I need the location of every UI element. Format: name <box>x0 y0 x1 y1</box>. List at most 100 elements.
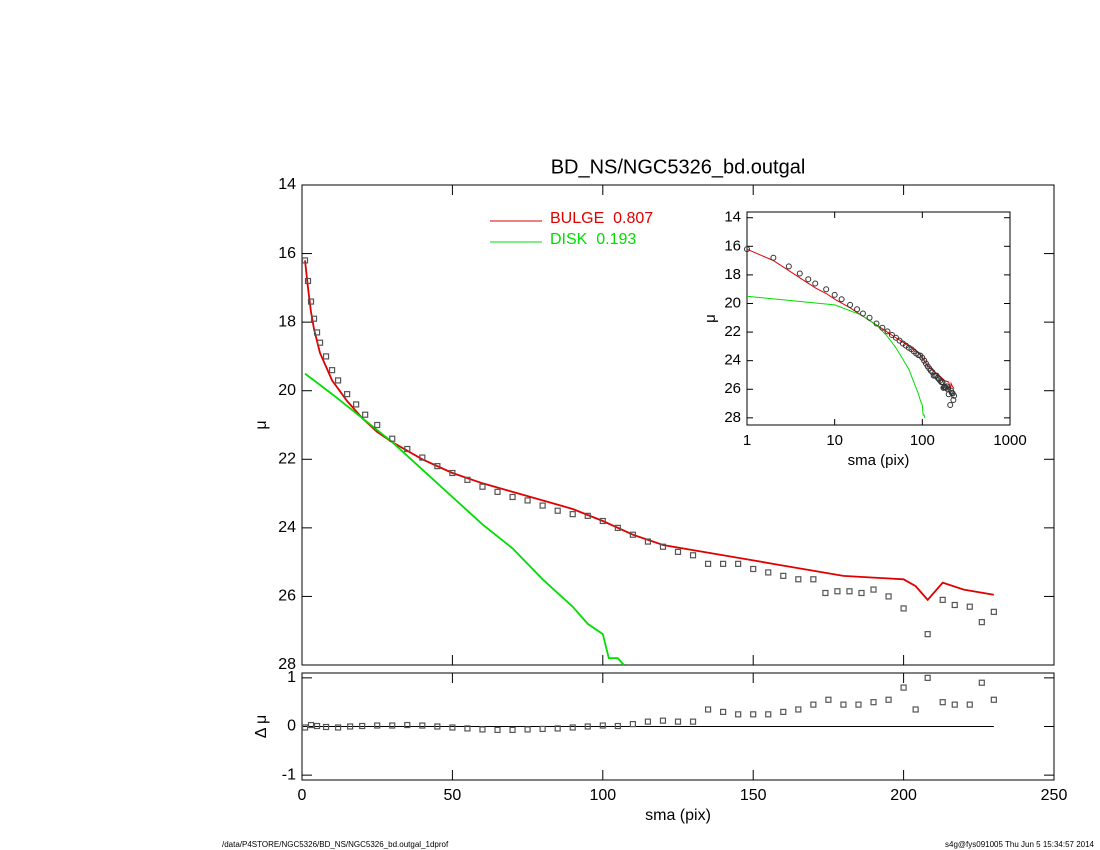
data-point <box>322 723 330 731</box>
data-point <box>479 726 486 733</box>
data-point <box>929 369 936 376</box>
data-point <box>362 411 369 418</box>
y-tick-label: 20 <box>724 294 741 311</box>
data-point <box>464 725 471 732</box>
data-point <box>313 329 321 336</box>
plot-frame <box>301 184 1055 666</box>
data-point <box>599 722 606 729</box>
data-point <box>524 497 531 504</box>
data-point <box>950 396 957 403</box>
x-tick-label: 1 <box>743 432 751 449</box>
data-point <box>334 377 342 384</box>
data-point <box>888 331 895 338</box>
y-tick-label: 20 <box>278 382 296 399</box>
data-point <box>885 696 892 703</box>
data-point <box>389 435 396 442</box>
data-point <box>870 699 877 706</box>
data-point <box>834 588 841 595</box>
data-point <box>978 679 985 686</box>
y-tick-label: 18 <box>278 313 296 330</box>
data-point <box>659 717 667 724</box>
data-point <box>569 724 576 731</box>
data-point <box>316 339 324 346</box>
data-point <box>344 391 351 398</box>
data-point <box>939 379 946 386</box>
data-point <box>539 502 546 509</box>
data-point <box>939 596 946 603</box>
data-point <box>780 572 787 579</box>
y-tick-label: 14 <box>278 176 296 193</box>
data-point <box>943 383 950 390</box>
data-point <box>629 720 636 728</box>
data-point <box>900 684 907 691</box>
data-point <box>404 721 411 729</box>
data-point <box>831 291 838 298</box>
data-point <box>780 708 787 716</box>
data-point <box>951 701 958 708</box>
data-point <box>838 296 845 303</box>
data-point <box>900 605 907 612</box>
data-point <box>990 696 997 703</box>
data-point <box>810 576 817 583</box>
y-tick-label: 22 <box>724 323 741 340</box>
data-point <box>840 701 847 708</box>
x-tick-label: 50 <box>444 787 462 804</box>
data-point <box>674 548 682 555</box>
data-point <box>885 593 892 600</box>
data-point <box>855 701 862 708</box>
plot-frame <box>746 211 1011 426</box>
data-point <box>873 320 880 327</box>
data-point <box>659 543 667 550</box>
y-tick-label: 16 <box>724 237 741 254</box>
data-point <box>554 725 561 732</box>
data-point <box>374 722 381 729</box>
data-point <box>359 722 366 730</box>
y-tick-label: 24 <box>724 352 741 369</box>
data-point <box>846 588 853 595</box>
data-point <box>825 696 832 703</box>
data-point <box>304 277 312 285</box>
legend-label: BULGE 0.807 <box>550 210 653 227</box>
data-point <box>509 493 516 501</box>
data-point <box>795 706 802 713</box>
data-point <box>795 576 802 583</box>
data-point <box>644 718 652 725</box>
legend-label: DISK 0.193 <box>550 231 636 248</box>
data-point <box>892 334 899 341</box>
x-axis-label: sma (pix) <box>645 807 711 824</box>
y-axis-label: Δ μ <box>253 715 270 738</box>
data-point <box>796 270 803 277</box>
model-line <box>746 248 955 391</box>
data-point <box>301 724 309 731</box>
data-point <box>494 726 501 734</box>
data-point <box>924 674 931 681</box>
x-tick-label: 200 <box>890 787 917 804</box>
data-point <box>951 601 958 609</box>
data-point <box>689 718 697 725</box>
data-point <box>353 401 360 408</box>
data-point <box>464 476 471 483</box>
data-point <box>720 560 727 567</box>
data-point <box>554 507 561 514</box>
model-line <box>746 295 926 419</box>
data-point <box>479 483 486 490</box>
x-tick-label: 250 <box>1041 787 1068 804</box>
data-point <box>704 706 712 713</box>
data-point <box>750 565 757 573</box>
data-point <box>509 726 516 734</box>
data-point <box>927 367 934 374</box>
data-point <box>404 445 411 453</box>
data-point <box>569 511 576 518</box>
data-point <box>334 724 342 731</box>
data-point <box>810 701 817 708</box>
data-point <box>328 367 336 374</box>
data-point <box>847 301 854 308</box>
data-point <box>884 328 891 335</box>
chart-title: BD_NS/NGC5326_bd.outgal <box>551 156 806 178</box>
data-point <box>912 706 919 713</box>
data-point <box>947 401 954 408</box>
data-point <box>785 263 792 270</box>
data-point <box>939 699 946 706</box>
data-point <box>614 722 621 730</box>
